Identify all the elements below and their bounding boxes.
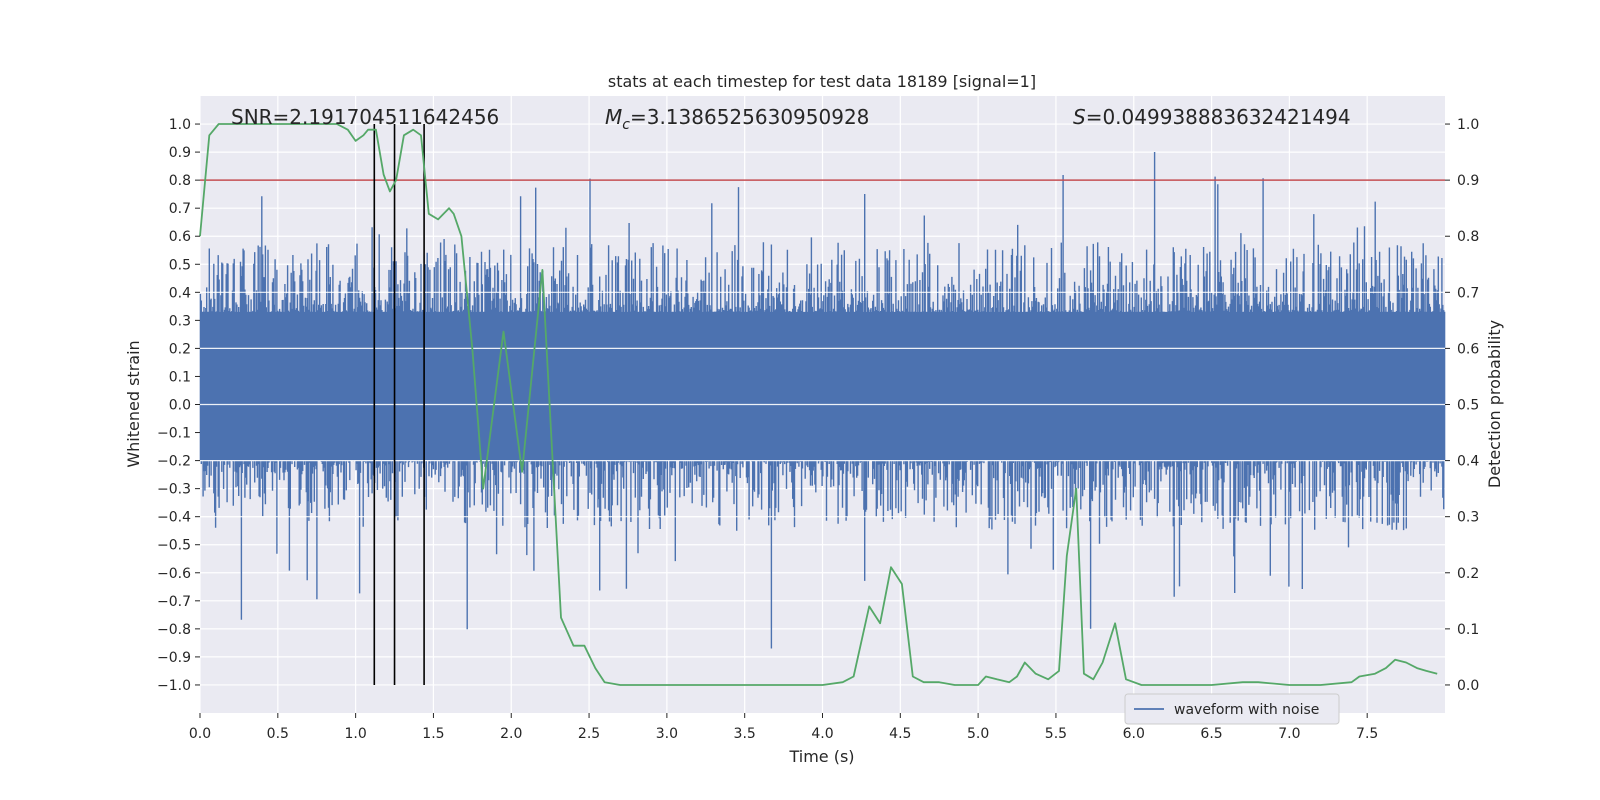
x-tick-label: 0.0 [189, 726, 211, 742]
x-tick-label: 3.5 [734, 726, 756, 742]
chirp-mass-value: =3.1386525630950928 [630, 105, 869, 129]
y2-tick-label: 1.0 [1457, 117, 1479, 133]
legend-label: waveform with noise [1174, 702, 1319, 718]
y2-axis-label: Detection probability [1485, 320, 1504, 488]
detection-probability-line [199, 123, 1438, 686]
y-tick-label: −0.9 [157, 650, 191, 666]
chart-title: stats at each timestep for test data 181… [608, 72, 1036, 91]
y-tick-label: −0.1 [157, 426, 191, 442]
y-tick-label: −0.6 [157, 566, 191, 582]
y-axis-left: 1.0 0.9 0.8 0.7 0.6 0.5 0.4 0.3 0.2 0.1 0.0 −0.1 −0.… [157, 117, 200, 694]
x-tick-label: 2.0 [500, 726, 522, 742]
x-tick-label: 7.0 [1278, 726, 1300, 742]
y2-tick-label: 0.2 [1457, 566, 1479, 582]
spin-value: =0.049938883632421494 [1086, 105, 1351, 129]
x-tick-label: 2.5 [578, 726, 600, 742]
y-tick-label: 0.5 [169, 257, 191, 273]
x-tick-label: 1.0 [344, 726, 366, 742]
y-tick-label: 0.3 [169, 313, 191, 329]
y-tick-label: −0.4 [157, 510, 191, 526]
spin-symbol: S [1073, 105, 1086, 129]
y2-tick-label: 0.8 [1457, 229, 1479, 245]
x-tick-label: 3.0 [656, 726, 678, 742]
legend-box [1124, 693, 1340, 725]
x-axis-label: Time (s) [788, 747, 854, 766]
y-tick-label: 0.6 [169, 229, 191, 245]
y2-tick-label: 0.4 [1457, 454, 1479, 470]
y2-tick-label: 0.5 [1457, 398, 1479, 414]
y2-tick-label: 0.6 [1457, 341, 1479, 357]
x-tick-label: 6.0 [1123, 726, 1145, 742]
x-tick-label: 0.5 [267, 726, 289, 742]
y2-tick-label: 0.9 [1457, 173, 1479, 189]
y-tick-label: 0.8 [169, 173, 191, 189]
x-tick-label: 5.0 [967, 726, 989, 742]
y-axis-label: Whitened strain [124, 340, 143, 467]
x-axis: 0.0 0.5 1.0 1.5 2.0 2.5 3.0 3.5 4.0 4.5 5.0 5.5 6.0 6… [189, 713, 1378, 742]
spin-annotation: S=0.049938883632421494 [1073, 105, 1351, 129]
y2-tick-label: 0.1 [1457, 622, 1479, 638]
chirp-mass-symbol: M [605, 105, 622, 129]
x-tick-label: 1.5 [422, 726, 444, 742]
x-tick-label: 4.5 [889, 726, 911, 742]
y2-tick-label: 0.7 [1457, 285, 1479, 301]
y-tick-label: 0.2 [169, 341, 191, 357]
y-tick-label: −0.3 [157, 482, 191, 498]
y-tick-label: 1.0 [169, 117, 191, 133]
y-tick-label: 0.7 [169, 201, 191, 217]
y-tick-label: 0.9 [169, 145, 191, 161]
chirp-mass-annotation: Mc=3.1386525630950928 [605, 105, 869, 133]
y-tick-label: −0.5 [157, 538, 191, 554]
chirp-mass-subscript: c [622, 117, 630, 133]
y-axis-right: 1.0 0.9 0.8 0.7 0.6 0.5 0.4 0.3 0.2 0.1 0.0 [1445, 117, 1479, 694]
y-tick-label: −1.0 [157, 678, 191, 694]
legend: waveform with noise [1124, 693, 1340, 725]
y2-tick-label: 0.3 [1457, 510, 1479, 526]
x-tick-label: 4.0 [811, 726, 833, 742]
y-tick-label: 0.4 [169, 285, 191, 301]
y2-tick-label: 0.0 [1457, 678, 1479, 694]
x-tick-label: 6.5 [1200, 726, 1222, 742]
x-tick-label: 7.5 [1356, 726, 1378, 742]
y-tick-label: 0.1 [169, 369, 191, 385]
x-tick-label: 5.5 [1045, 726, 1067, 742]
y-tick-label: −0.7 [157, 594, 191, 610]
plot-area [199, 123, 1446, 686]
y-tick-label: 0.0 [169, 398, 191, 414]
snr-annotation: SNR=2.191704511642456 [231, 105, 499, 129]
y-tick-label: −0.8 [157, 622, 191, 638]
y-tick-label: −0.2 [157, 454, 191, 470]
